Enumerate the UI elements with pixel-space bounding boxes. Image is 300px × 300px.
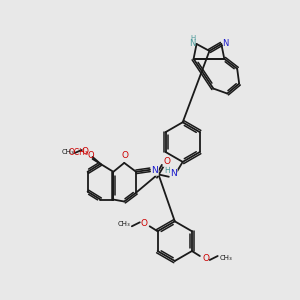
Text: N: N bbox=[222, 40, 229, 49]
Text: O: O bbox=[202, 254, 209, 263]
Text: N: N bbox=[189, 40, 196, 49]
Text: O: O bbox=[81, 148, 88, 157]
Text: O: O bbox=[87, 152, 94, 160]
Text: O: O bbox=[163, 158, 170, 166]
Text: H: H bbox=[164, 166, 170, 175]
Text: N: N bbox=[152, 166, 158, 175]
Text: OCH₃: OCH₃ bbox=[69, 148, 89, 158]
Text: CH₃: CH₃ bbox=[118, 221, 130, 227]
Text: N: N bbox=[170, 169, 177, 178]
Text: CH₃: CH₃ bbox=[61, 149, 74, 155]
Text: O: O bbox=[140, 219, 147, 228]
Text: CH₃: CH₃ bbox=[219, 255, 232, 261]
Text: H: H bbox=[190, 35, 195, 41]
Text: O: O bbox=[122, 152, 129, 160]
